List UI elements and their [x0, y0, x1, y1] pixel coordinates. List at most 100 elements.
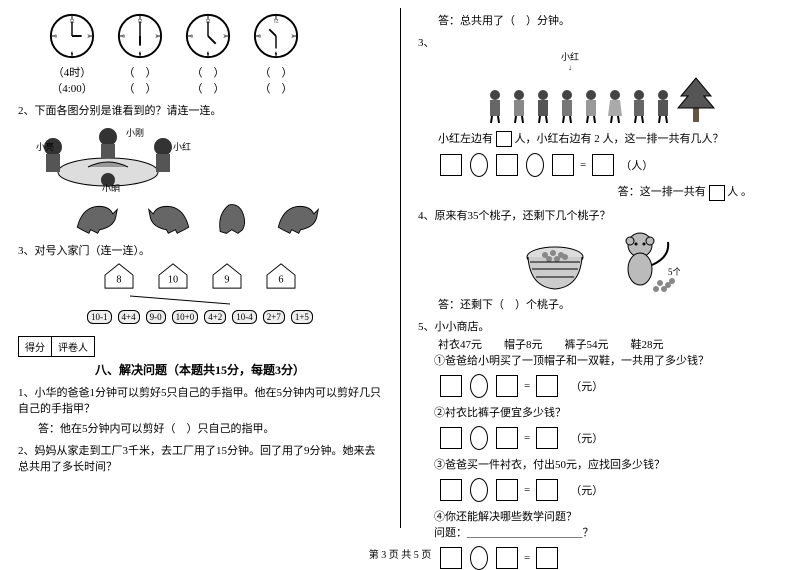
question-4: 4、原来有35个桃子，还剩下几个桃子？ [418, 207, 782, 223]
svg-text:小刚: 小刚 [126, 128, 144, 138]
expression-tags: 10-1 4+4 9-0 10+0 4+2 10-4 2+7 1+5 [38, 310, 362, 324]
question-5: 5、小小商店。 [418, 318, 782, 334]
monkey-icon: 5个 [610, 227, 680, 292]
q5-4b: 问题：_____________________？ [434, 524, 782, 540]
question-8-1: 1、小华的爸爸1分钟可以剪好5只自己的手指甲。他在5分钟内可以剪好几只自己的手指… [18, 384, 382, 416]
kid-icon [580, 88, 602, 124]
grader-label: 评卷人 [52, 337, 94, 356]
clock-label: （4时） [48, 64, 96, 80]
score-label: 得分 [19, 337, 52, 356]
q5-2: ②衬衣比裤子便宜多少钱？ [434, 404, 782, 420]
left-column: 12369 12369 12369 [0, 0, 400, 540]
blank-box [440, 154, 462, 176]
svg-text:8: 8 [116, 275, 121, 286]
kid-icon [628, 88, 650, 124]
q3-answer: 答：这一排一共有 人 。 [418, 183, 752, 200]
q3-text: 小红左边有 人，小红右边有 2 人，这一排一共有几人？ [438, 130, 782, 147]
svg-text:小红: 小红 [173, 141, 191, 152]
clock-label: （ ） [184, 80, 232, 96]
clock-2: 12369 [116, 12, 164, 60]
tag: 4+4 [118, 310, 140, 324]
svg-text:9: 9 [224, 275, 229, 286]
blank-circle [470, 374, 488, 398]
clock-icon: 12369 [116, 12, 164, 60]
dinosaurs-row [18, 196, 382, 236]
blank-circle [470, 478, 488, 502]
section-8-title: 八、解决问题（本题共15分，每题3分） [18, 361, 382, 378]
house-icon: 9 [208, 262, 246, 290]
houses-row: 8 10 9 6 [18, 262, 382, 290]
clock-3: 12369 [184, 12, 232, 60]
svg-text:10: 10 [168, 275, 178, 286]
tag: 9-0 [146, 310, 166, 324]
house-icon: 8 [100, 262, 138, 290]
equation-row: = （人） [438, 153, 782, 177]
blank-box [536, 479, 558, 501]
kids-table-image: 小亮 小红 小刚 小明 [18, 122, 382, 192]
clock-icon: 12369 [48, 12, 96, 60]
blank-circle [470, 426, 488, 450]
equation-row: = （元） [438, 478, 782, 502]
kid-icon [532, 88, 554, 124]
blank-box [440, 479, 462, 501]
prices-line: 衬衣47元 帽子8元 裤子54元 鞋28元 [438, 336, 782, 352]
q5-4: ④你还能解决哪些数学问题？ [434, 508, 782, 524]
house-icon: 6 [262, 262, 300, 290]
question-3: 3、对号入家门（连一连）。 [18, 242, 382, 258]
answer-4: 答：还剩下（ ）个桃子。 [438, 296, 782, 312]
clock-label: （ ） [184, 64, 232, 80]
clock-labels-2: （4:00） （ ） （ ） （ ） [48, 80, 382, 96]
kid-icon [508, 88, 530, 124]
blank-box [536, 427, 558, 449]
clock-labels-1: （4时） （ ） （ ） （ ） [48, 64, 382, 80]
basket-icon [520, 237, 590, 292]
blank-box [709, 185, 725, 201]
svg-text:12: 12 [274, 20, 279, 25]
kid-icon [484, 88, 506, 124]
blank-box [536, 375, 558, 397]
dinosaur-icon [139, 196, 194, 236]
tag: 4+2 [204, 310, 226, 324]
page-footer: 第 3 页 共 5 页 [0, 546, 800, 561]
clock-label: （ ） [252, 64, 300, 80]
clock-label: （ ） [252, 80, 300, 96]
kids-lineup [418, 76, 782, 124]
svg-text:小亮: 小亮 [36, 141, 54, 152]
clock-1: 12369 [48, 12, 96, 60]
connection-line [90, 294, 310, 306]
monkey-image: 5个 [418, 227, 782, 292]
blank-box [592, 154, 614, 176]
blank-box [496, 479, 518, 501]
svg-text:5个: 5个 [668, 267, 680, 277]
svg-text:6: 6 [278, 275, 283, 286]
clock-icon: 12369 [184, 12, 232, 60]
right-column: 答：总共用了（ ）分钟。 3、 小红 ↓ 小红左边有 人，小红右边 [400, 0, 800, 540]
tag: 1+5 [291, 310, 313, 324]
xiaohong-label: 小红 ↓ [418, 50, 722, 72]
equation-row: = （元） [438, 426, 782, 450]
q5-3: ③爸爸买一件衬衣，付出50元，应找回多少钱？ [434, 456, 782, 472]
blank-box [496, 154, 518, 176]
answer-8-1: 答：他在5分钟内可以剪好（ ）只自己的指甲。 [38, 420, 382, 436]
kid-icon [556, 88, 578, 124]
blank-box [552, 154, 574, 176]
clock-label: （ ） [116, 64, 164, 80]
blank-box [440, 375, 462, 397]
q5-1: ①爸爸给小明买了一顶帽子和一双鞋，一共用了多少钱？ [434, 352, 782, 368]
clock-4: 12369 [252, 12, 300, 60]
clocks-row: 12369 12369 12369 [48, 12, 382, 60]
blank-box [496, 427, 518, 449]
tag: 10-1 [87, 310, 112, 324]
blank-box [496, 131, 512, 147]
question-8-2: 2、妈妈从家走到工厂3千米，去工厂用了15分钟。回了用了9分钟。她来去总共用了多… [18, 442, 382, 474]
question-2: 2、下面各图分别是谁看到的？请连一连。 [18, 102, 382, 118]
tree-icon [676, 76, 716, 124]
house-icon: 10 [154, 262, 192, 290]
equation-row: = （元） [438, 374, 782, 398]
q3-num: 3、 [418, 37, 435, 49]
tag: 10+0 [172, 310, 199, 324]
dinosaur-icon [206, 196, 261, 236]
answer-top: 答：总共用了（ ）分钟。 [438, 12, 782, 28]
clock-icon: 12369 [252, 12, 300, 60]
tag: 10-4 [232, 310, 257, 324]
